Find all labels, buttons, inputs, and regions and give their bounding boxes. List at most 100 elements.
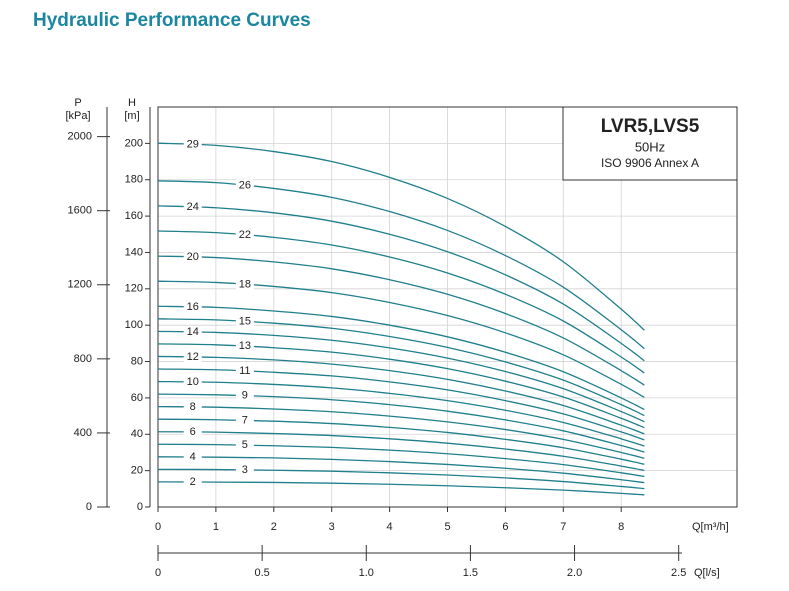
- performance-curve: [157, 481, 645, 496]
- performance-curve: [157, 205, 645, 362]
- curve-label: 7: [242, 414, 248, 426]
- x-tick-label: 8: [618, 521, 624, 533]
- performance-curve: [157, 355, 645, 435]
- curve-label: 9: [242, 390, 248, 402]
- curve-label-bg: [235, 340, 254, 353]
- performance-curve: [157, 431, 645, 472]
- y-tick-label: 140: [125, 246, 143, 258]
- model-box: [562, 106, 738, 181]
- y2-tick-label: 1600: [68, 205, 92, 217]
- x2-tick-label: 2.5: [671, 567, 686, 579]
- curve-label-bg: [183, 400, 202, 413]
- y-tick-label: 40: [131, 428, 143, 440]
- performance-curve: [157, 142, 645, 331]
- performance-curve: [157, 468, 645, 490]
- standard: ISO 9906 Annex A: [601, 156, 699, 170]
- curve-label-bg: [235, 389, 254, 402]
- y-tick-label: 60: [131, 392, 143, 404]
- curve-label-bg: [235, 414, 254, 427]
- y-tick-label: 160: [125, 210, 143, 222]
- curve-label: 26: [239, 179, 251, 191]
- y2-tick-label: 400: [74, 427, 92, 439]
- curve-label: 13: [239, 340, 251, 352]
- curve-label: 29: [187, 138, 199, 150]
- curve-label-bg: [183, 375, 202, 388]
- curve-label: 18: [239, 278, 251, 290]
- curve-label-bg: [235, 229, 254, 241]
- performance-curve: [157, 330, 645, 423]
- curve-label-bg: [235, 463, 254, 476]
- curve-label: 24: [187, 201, 199, 213]
- y2-axis-unit: [kPa]: [65, 110, 90, 122]
- performance-curve: [157, 456, 645, 484]
- curve-label: 8: [190, 401, 196, 413]
- curve-label-bg: [183, 326, 202, 339]
- x2-tick-label: 2.0: [567, 567, 582, 579]
- performance-curve: [157, 368, 645, 441]
- x-tick-label: 4: [387, 521, 393, 533]
- curve-label-bg: [183, 201, 202, 213]
- y-axis-label: H: [128, 97, 136, 109]
- curve-label-bg: [183, 351, 202, 363]
- frequency: 50Hz: [635, 139, 665, 154]
- curve-label: 4: [190, 451, 196, 463]
- x-tick-label: 1: [213, 521, 219, 533]
- x-tick-label: 2: [271, 521, 277, 533]
- x-tick-label: 7: [560, 521, 566, 533]
- curve-label-bg: [235, 278, 254, 291]
- performance-curve: [157, 343, 645, 429]
- y-tick-label: 200: [125, 137, 143, 149]
- performance-curve: [157, 305, 645, 411]
- curve-label: 11: [239, 365, 250, 377]
- x-tick-label: 3: [329, 521, 335, 533]
- y-tick-label: 100: [125, 319, 143, 331]
- curve-label-bg: [183, 476, 202, 489]
- curve-label: 14: [187, 326, 199, 338]
- x2-tick-label: 0.5: [254, 567, 269, 579]
- chart-title: Hydraulic Performance Curves: [33, 10, 311, 31]
- x-tick-label: 0: [155, 521, 161, 533]
- plot-frame: [157, 106, 738, 508]
- y2-tick-label: 0: [86, 501, 92, 513]
- curve-label: 12: [187, 351, 199, 363]
- x2-axis-label: Q[l/s]: [694, 567, 720, 579]
- y-tick-label: 0: [137, 501, 143, 513]
- y2-tick-label: 2000: [68, 131, 92, 143]
- curve-label-bg: [235, 365, 254, 377]
- performance-curve: [157, 255, 645, 386]
- y2-tick-label: 1200: [68, 279, 92, 291]
- y2-axis-label: P: [74, 97, 81, 109]
- curve-label-bg: [235, 439, 254, 452]
- y-axis-unit: [m]: [124, 110, 139, 122]
- curve-label: 15: [239, 315, 251, 327]
- curve-label: 16: [187, 301, 199, 313]
- curve-label-bg: [183, 250, 202, 263]
- x-tick-label: 6: [502, 521, 508, 533]
- performance-curve: [157, 393, 645, 453]
- y2-tick-label: 800: [74, 353, 92, 365]
- curve-label-bg: [183, 300, 202, 313]
- x2-tick-label: 1.5: [463, 567, 478, 579]
- x2-tick-label: 0: [155, 567, 161, 579]
- y-tick-label: 180: [125, 174, 143, 186]
- y-tick-label: 120: [125, 283, 143, 295]
- performance-curve: [157, 380, 645, 447]
- model-name: LVR5,LVS5: [601, 116, 700, 137]
- x-tick-label: 5: [444, 521, 450, 533]
- performance-curve: [157, 180, 645, 350]
- curve-label: 22: [239, 229, 251, 241]
- x2-tick-label: 1.0: [359, 567, 374, 579]
- curve-label-bg: [183, 425, 202, 438]
- curve-label-bg: [235, 179, 254, 192]
- curve-label-bg: [183, 451, 202, 464]
- curve-label-bg: [235, 315, 254, 328]
- curve-label: 5: [242, 439, 248, 451]
- y-tick-label: 80: [131, 355, 143, 367]
- curve-label: 6: [190, 426, 196, 438]
- performance-curve: [157, 280, 645, 398]
- x-axis-label: Q[m³/h]: [692, 521, 729, 533]
- curve-label: 20: [187, 251, 199, 263]
- y-tick-label: 20: [131, 465, 143, 477]
- curve-label-bg: [183, 138, 202, 151]
